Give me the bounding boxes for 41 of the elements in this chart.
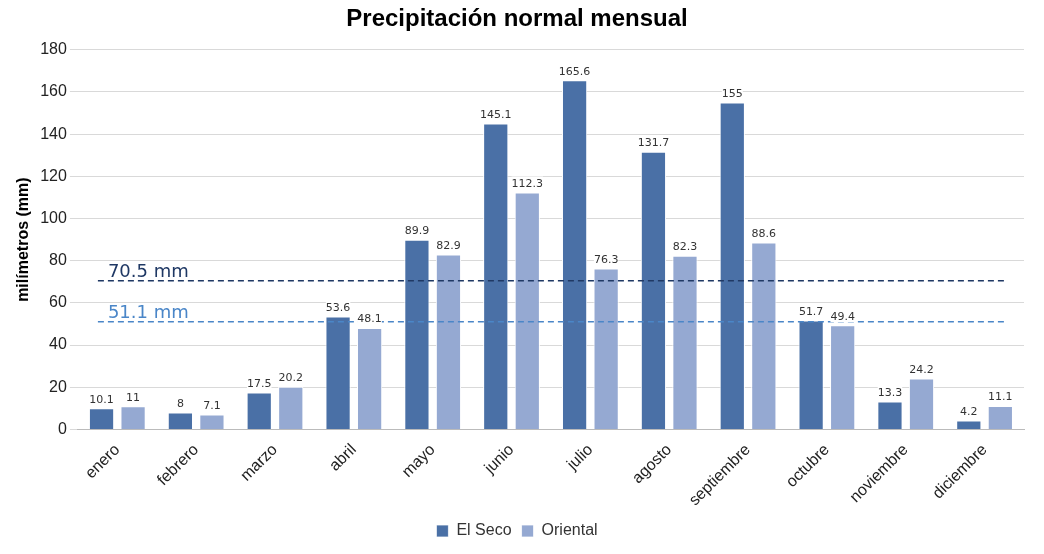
y-axis-title: milímetros (mm) <box>14 177 32 302</box>
ref-line-label: 51.1 mm <box>107 301 189 323</box>
y-tick-label: 0 <box>57 419 67 437</box>
data-label: 51.7 <box>798 304 824 318</box>
y-tick-label: 40 <box>49 335 67 353</box>
data-label: 20.2 <box>278 371 304 385</box>
chart-title: Precipitación normal mensual <box>346 4 688 32</box>
data-label: 11 <box>126 390 141 404</box>
data-label: 8 <box>176 396 184 410</box>
data-label: 48.1 <box>357 312 382 326</box>
y-tick-label: 20 <box>49 377 67 395</box>
data-label: 4.2 <box>960 404 978 418</box>
x-tick-label: julio <box>562 440 596 474</box>
y-tick-label: 60 <box>49 293 67 311</box>
data-label: 11.1 <box>988 390 1013 404</box>
data-label: 82.9 <box>436 238 461 252</box>
data-label: 24.2 <box>909 362 934 376</box>
data-label: 7.1 <box>203 398 221 412</box>
data-label: 155 <box>721 86 743 100</box>
legend-label: El Seco <box>456 521 512 539</box>
data-label: 10.1 <box>89 392 114 406</box>
data-label: 76.3 <box>593 252 619 266</box>
data-label: 82.3 <box>672 240 698 254</box>
data-label: 112.3 <box>511 176 544 190</box>
data-label: 13.3 <box>877 385 903 399</box>
y-tick-label: 80 <box>49 251 67 269</box>
y-tick-label: 100 <box>40 208 67 226</box>
data-label: 89.9 <box>404 224 430 238</box>
data-label: 17.5 <box>246 376 272 390</box>
data-label: 131.7 <box>637 136 670 150</box>
legend-label: Oriental <box>541 521 598 539</box>
data-label: 145.1 <box>480 107 512 121</box>
y-tick-label: 140 <box>40 124 67 142</box>
data-label: 165.6 <box>558 64 591 78</box>
y-tick-label: 160 <box>40 82 67 100</box>
data-label: 88.6 <box>751 226 777 240</box>
data-label: 53.6 <box>325 300 351 314</box>
data-label: 49.4 <box>830 309 855 323</box>
ref-line-label: 70.5 mm <box>107 260 189 282</box>
y-tick-label: 120 <box>40 166 67 184</box>
y-tick-label: 180 <box>40 40 67 58</box>
